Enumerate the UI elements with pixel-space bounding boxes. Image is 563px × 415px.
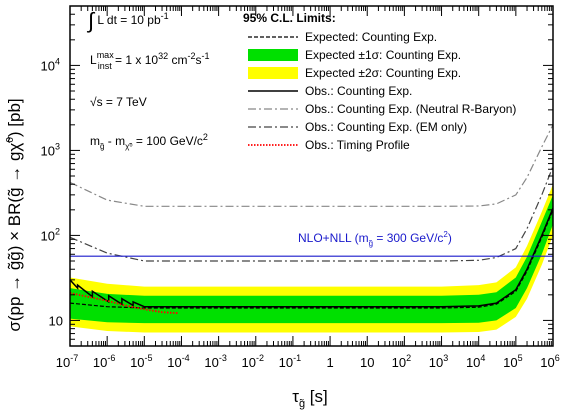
x-tick-label: 10-5 xyxy=(130,353,152,370)
legend-label: Expected ±2σ: Counting Exp. xyxy=(305,66,461,80)
y-tick-label: 104 xyxy=(41,56,60,73)
x-tick-label: 10-1 xyxy=(279,353,301,370)
band-expected-1-counting-exp xyxy=(70,194,553,324)
legend-swatch xyxy=(248,67,298,79)
x-tick-label: 10-6 xyxy=(93,353,115,370)
legend-swatch xyxy=(248,49,298,61)
x-tick-label: 103 xyxy=(429,353,448,370)
nlo-label: NLO+NLL (mg̃ = 300 GeV/c2) xyxy=(298,230,452,248)
x-tick-label: 106 xyxy=(540,353,559,370)
series-obs-counting-exp xyxy=(70,207,553,308)
lumi-annotation: ∫ L dt = 10 pb-1 xyxy=(86,8,169,33)
series-obs-timing-profile xyxy=(70,292,178,314)
legend-entry: Obs.: Counting Exp. (EM only) xyxy=(248,120,467,134)
legend-label: Obs.: Timing Profile xyxy=(305,138,410,152)
x-tick-label: 10 xyxy=(360,355,374,370)
y-tick-label: 103 xyxy=(41,141,60,158)
limit-curves xyxy=(70,124,553,314)
series-expected-counting-exp xyxy=(70,209,553,309)
y-axis-title: σ(pp → g̃g̃) × BR(g̃ → gχ̃0) [pb] xyxy=(5,98,24,331)
series-obs-counting-exp-neutral-r-baryon xyxy=(70,124,553,207)
x-tick-label: 10-2 xyxy=(242,353,264,370)
legend-entry: Expected: Counting Exp. xyxy=(248,30,437,44)
expected-bands xyxy=(70,184,553,333)
legend: Expected: Counting Exp. Expected ±1σ: Cou… xyxy=(248,30,516,152)
y-tick-label: 102 xyxy=(41,226,60,243)
x-tick-label: 105 xyxy=(503,353,522,370)
inst-lumi-annotation: Lmax inst = 1 x 1032 cm-2s-1 xyxy=(90,50,209,71)
series-obs-counting-exp-em-only xyxy=(70,166,553,262)
legend-entry: Obs.: Counting Exp. xyxy=(248,84,412,98)
legend-label: Obs.: Counting Exp. (EM only) xyxy=(305,120,467,134)
x-axis-title: τg̃ [s] xyxy=(292,387,328,410)
axis-ticks xyxy=(69,5,554,347)
band-expected-2-counting-exp xyxy=(70,184,553,333)
x-tick-label: 104 xyxy=(466,353,485,370)
mass-diff-annotation: mg̃ - mχ̃⁰ = 100 GeV/c2 xyxy=(90,132,208,151)
legend-entry: Obs.: Timing Profile xyxy=(248,138,410,152)
legend-entry: Expected ±1σ: Counting Exp. xyxy=(248,48,461,62)
legend-label: Obs.: Counting Exp. (Neutral R-Baryon) xyxy=(305,102,516,116)
tick-labels: 10-7 10-6 10-5 10-4 10-3 10-2 10-1 1 10 102 103 104… xyxy=(41,56,560,370)
y-tick-label: 10 xyxy=(49,313,63,328)
x-tick-label: 102 xyxy=(392,353,411,370)
legend-label: Obs.: Counting Exp. xyxy=(305,84,412,98)
x-tick-label: 10-4 xyxy=(167,353,189,370)
legend-label: Expected: Counting Exp. xyxy=(305,30,437,44)
legend-label: Expected ±1σ: Counting Exp. xyxy=(305,48,461,62)
legend-entry: Obs.: Counting Exp. (Neutral R-Baryon) xyxy=(248,102,516,116)
legend-title: 95% C.L. Limits: xyxy=(243,11,336,25)
x-tick-label: 1 xyxy=(326,355,333,370)
energy-annotation: √s = 7 TeV xyxy=(90,95,147,109)
x-tick-label: 10-3 xyxy=(204,353,226,370)
legend-entry: Expected ±2σ: Counting Exp. xyxy=(248,66,461,80)
x-tick-label: 10-7 xyxy=(56,353,78,370)
